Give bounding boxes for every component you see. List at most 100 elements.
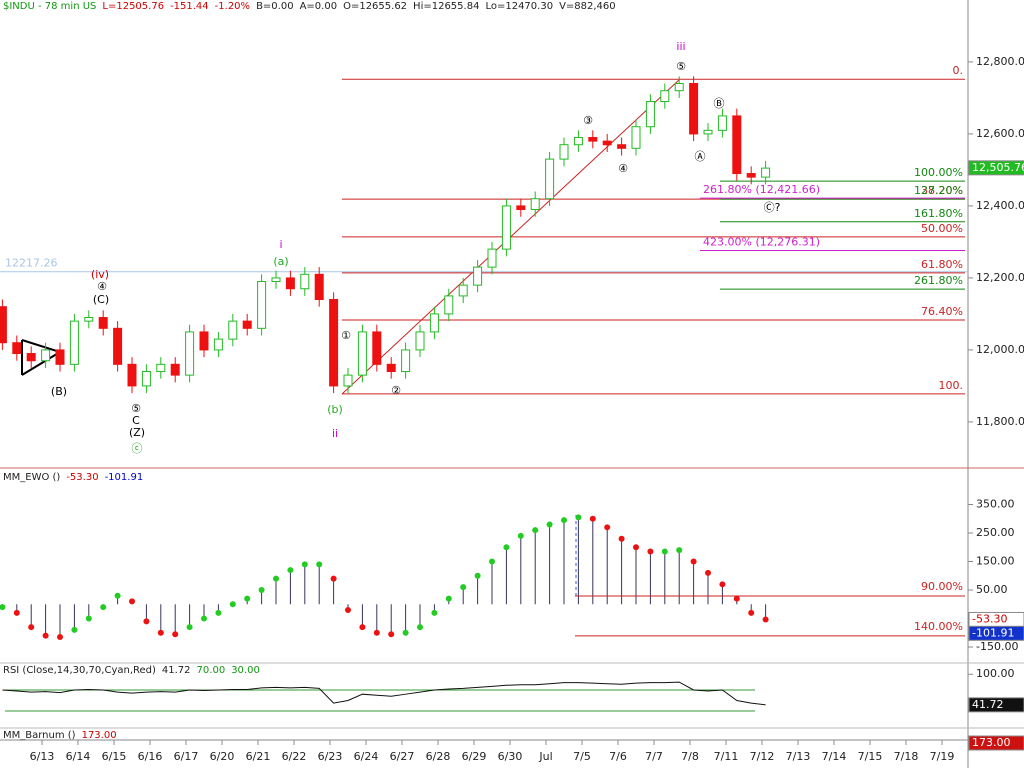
candle-body: [530, 198, 540, 211]
x-tick-label: 6/30: [498, 750, 523, 763]
candle-body: [285, 277, 295, 290]
y-tick-label: -150.00: [976, 640, 1018, 653]
wave-label: ⓒ: [132, 442, 143, 455]
wave-label: ⑤: [131, 402, 141, 415]
candle-body: [746, 173, 756, 178]
ewo-dot: [604, 524, 611, 531]
ewo-dot: [373, 629, 380, 636]
candle-body: [602, 140, 612, 146]
candle-body: [631, 126, 641, 149]
x-tick-label: 7/6: [609, 750, 627, 763]
x-tick-label: 6/13: [30, 750, 55, 763]
x-tick-label: 6/24: [354, 750, 379, 763]
value-box-label: -101.91: [972, 626, 1014, 639]
ewo-dot: [157, 629, 164, 636]
candle-body: [372, 331, 382, 365]
candle-body: [98, 317, 108, 329]
value-box: [968, 160, 1024, 176]
fib-label: 161.80%: [914, 207, 963, 220]
candle-body: [185, 331, 195, 376]
ewo-dot: [489, 558, 496, 565]
wave-label: ②: [391, 384, 401, 397]
ewo-dot: [417, 624, 424, 631]
x-tick-label: 6/15: [102, 750, 127, 763]
y-tick-label: 12,200.00: [976, 271, 1024, 284]
candle-body: [386, 363, 396, 373]
ewo-dot: [748, 609, 755, 616]
value-box: [968, 697, 1024, 713]
header-item: Lo=12470.30: [485, 1, 554, 12]
ewo-dot: [244, 595, 251, 602]
x-tick-label: 6/29: [462, 750, 487, 763]
candle-body: [487, 248, 497, 268]
x-tick-label: 6/21: [246, 750, 271, 763]
ewo-dot: [13, 609, 20, 616]
ewo-dot: [186, 624, 193, 631]
candle-body: [645, 101, 655, 128]
wave-label: ④: [618, 162, 628, 175]
fib-label: 127.20%: [914, 184, 963, 197]
x-tick-label: 6/17: [174, 750, 199, 763]
candle-body: [401, 349, 411, 373]
panel-header-item: RSI (Close,14,30,70,Cyan,Red): [3, 665, 156, 676]
candle-body: [271, 277, 281, 283]
candle-body: [732, 115, 742, 175]
x-tick-label: 7/5: [573, 750, 591, 763]
ewo-dot: [287, 567, 294, 574]
ewo-dot: [474, 572, 481, 579]
ewo-dot: [71, 626, 78, 633]
header-item: L=12505.76: [102, 1, 165, 12]
y-tick-label: 12,600.00: [976, 127, 1024, 140]
y-tick-label: 12,400.00: [976, 199, 1024, 212]
header-item: Hi=12655.84: [413, 1, 480, 12]
candle-body: [141, 371, 151, 387]
ewo-dot: [762, 616, 769, 623]
candle-body: [660, 90, 670, 103]
ewo-dot: [172, 631, 179, 638]
value-box-label: 12,505.76: [972, 161, 1024, 174]
ewo-dot: [690, 558, 697, 565]
fib-label: 76.40%: [921, 305, 963, 318]
ewo-dot: [431, 609, 438, 616]
barnum-header: MM_Barnum () 173.00: [3, 730, 123, 741]
value-box-label: 41.72: [972, 698, 1004, 711]
x-tick-label: 7/13: [786, 750, 811, 763]
value-box-label: 173.00: [972, 736, 1011, 749]
panel-header-item: 70.00: [196, 665, 226, 676]
ewo-dot: [114, 592, 121, 599]
candle-body: [343, 374, 353, 387]
candle-body: [545, 158, 555, 200]
x-tick-label: 6/14: [66, 750, 91, 763]
y-tick-label: 50.00: [976, 583, 1008, 596]
x-tick-label: 6/22: [282, 750, 307, 763]
candle-body: [242, 320, 252, 329]
candle-body: [689, 83, 699, 135]
candle-body: [228, 320, 238, 340]
candle-body: [69, 320, 79, 365]
ewo-dot: [42, 632, 49, 639]
ewo-dot: [503, 544, 510, 551]
ewo-dot: [143, 618, 150, 625]
candle-body: [444, 295, 454, 315]
x-tick-label: 7/18: [894, 750, 919, 763]
ewo-dot: [705, 569, 712, 576]
ewo-dot: [100, 604, 107, 611]
wave-label: (a): [273, 255, 288, 268]
ewo-dot: [57, 634, 64, 641]
wave-label: Ⓒ?: [764, 201, 781, 214]
ewo-dot: [517, 532, 524, 539]
ewo-dot: [618, 535, 625, 542]
ewo-dot: [532, 527, 539, 534]
wave-label: ④: [97, 280, 107, 293]
x-tick-label: 6/27: [390, 750, 415, 763]
candle-body: [300, 273, 310, 290]
x-tick-label: 6/20: [210, 750, 235, 763]
candle-body: [41, 349, 51, 362]
candle-body: [429, 313, 439, 333]
ewo-dot: [0, 604, 6, 611]
ewo-dot: [402, 629, 409, 636]
ewo-dot: [28, 624, 35, 631]
x-tick-label: 7/14: [822, 750, 847, 763]
header-item: A=0.00: [299, 1, 338, 12]
